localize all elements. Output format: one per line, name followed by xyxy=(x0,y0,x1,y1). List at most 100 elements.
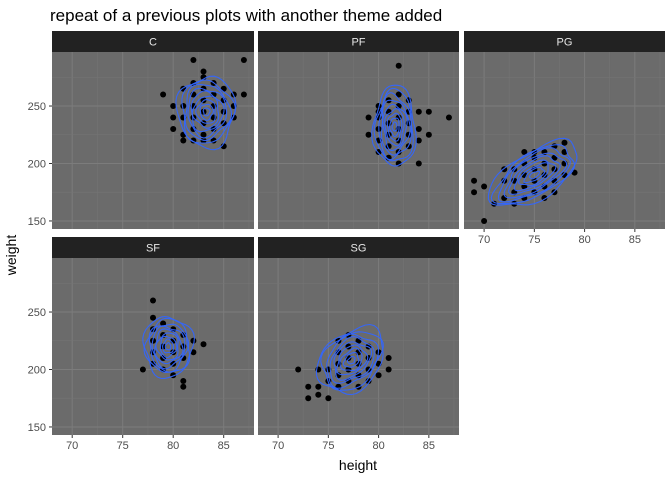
density-contour xyxy=(181,79,236,144)
density-contour xyxy=(487,137,578,206)
points xyxy=(471,139,578,224)
facet-panels: C PF PG SF SG xyxy=(52,31,665,435)
chart-title: repeat of a previous plots with another … xyxy=(50,6,442,25)
data-point xyxy=(170,103,177,110)
facet-panel-sg: SG xyxy=(258,237,459,435)
y-tick-label: 250 xyxy=(28,307,46,319)
density-contour xyxy=(151,325,186,370)
data-point xyxy=(160,91,167,98)
data-point xyxy=(190,337,197,344)
data-point xyxy=(295,366,302,373)
data-point xyxy=(315,391,322,398)
density-contour xyxy=(513,159,557,192)
y-tick-label: 200 xyxy=(28,364,46,376)
facet-strip xyxy=(258,237,459,258)
panel-background xyxy=(258,52,459,229)
density-contour xyxy=(389,117,400,138)
data-point xyxy=(395,62,402,69)
x-axis-title: height xyxy=(339,457,377,473)
density-contour xyxy=(164,342,172,351)
data-point xyxy=(180,377,187,384)
data-point xyxy=(395,91,402,98)
x-tick-label: 75 xyxy=(528,234,540,246)
data-point xyxy=(561,139,568,146)
density-contour xyxy=(148,323,190,373)
x-tick-label: 70 xyxy=(66,440,78,452)
density-contour xyxy=(508,155,561,195)
data-point xyxy=(240,57,247,64)
density-contour xyxy=(384,108,405,147)
x-tick-label: 80 xyxy=(167,440,179,452)
data-point xyxy=(395,160,402,167)
data-point xyxy=(240,91,247,98)
panel-background xyxy=(52,52,254,229)
facet-panel-pf: PF xyxy=(258,31,459,229)
x-tick-label: 75 xyxy=(322,440,334,452)
density-contour xyxy=(339,347,363,372)
density-contour xyxy=(378,92,413,161)
data-point xyxy=(471,177,478,184)
facet-strip-label: SF xyxy=(146,243,160,255)
data-point xyxy=(325,395,332,402)
facet-strip xyxy=(464,31,665,52)
density-contours xyxy=(371,84,417,167)
y-axis-title: weight xyxy=(3,235,19,277)
data-point xyxy=(425,108,432,115)
data-point xyxy=(305,383,312,390)
y-tick-label: 200 xyxy=(28,158,46,170)
data-point xyxy=(385,354,392,361)
data-point xyxy=(365,131,372,138)
density-contour xyxy=(333,341,373,381)
x-tick-label: 70 xyxy=(478,234,490,246)
facet-strip xyxy=(52,31,254,52)
facet-strip-label: PG xyxy=(557,37,573,49)
grid xyxy=(52,258,254,435)
y-tick-label: 250 xyxy=(28,101,46,113)
data-point xyxy=(180,137,187,144)
data-point xyxy=(415,126,422,133)
data-point xyxy=(315,383,322,390)
density-contour xyxy=(380,99,411,156)
y-axis: 150 200 250 150 200 250 xyxy=(28,101,52,434)
density-contour xyxy=(503,152,568,199)
density-contour xyxy=(497,147,571,203)
data-point xyxy=(385,366,392,373)
data-point xyxy=(471,189,478,196)
y-tick-label: 150 xyxy=(28,422,46,434)
density-contour xyxy=(373,87,414,162)
density-contour xyxy=(195,99,216,124)
data-point xyxy=(180,383,187,390)
x-axis: 70 75 80 85 70 75 80 85 70 75 80 85 xyxy=(66,229,641,452)
data-point xyxy=(190,57,197,64)
data-point xyxy=(150,297,156,304)
density-contours xyxy=(315,323,384,396)
data-point xyxy=(150,314,156,321)
data-point xyxy=(375,372,382,379)
data-point xyxy=(200,341,207,348)
x-tick-label: 80 xyxy=(372,440,384,452)
data-point xyxy=(511,177,518,184)
facet-panel-c: C xyxy=(52,31,254,229)
x-tick-label: 70 xyxy=(272,440,284,452)
density-contour xyxy=(346,355,356,365)
data-point xyxy=(220,85,227,92)
data-point xyxy=(445,114,452,121)
density-contour xyxy=(391,121,398,132)
panel-background xyxy=(52,258,254,435)
density-contour xyxy=(142,315,195,379)
data-point xyxy=(415,108,422,115)
data-point xyxy=(200,131,207,138)
data-point xyxy=(521,148,528,155)
data-point xyxy=(481,183,488,190)
data-point xyxy=(415,137,422,144)
density-contours xyxy=(175,75,237,151)
x-tick-label: 75 xyxy=(117,440,129,452)
data-point xyxy=(170,114,177,121)
data-point xyxy=(305,395,312,402)
density-contour xyxy=(320,331,384,391)
density-contour xyxy=(175,75,237,151)
density-contour xyxy=(386,112,403,142)
x-tick-label: 80 xyxy=(578,234,590,246)
density-contour xyxy=(162,338,175,354)
